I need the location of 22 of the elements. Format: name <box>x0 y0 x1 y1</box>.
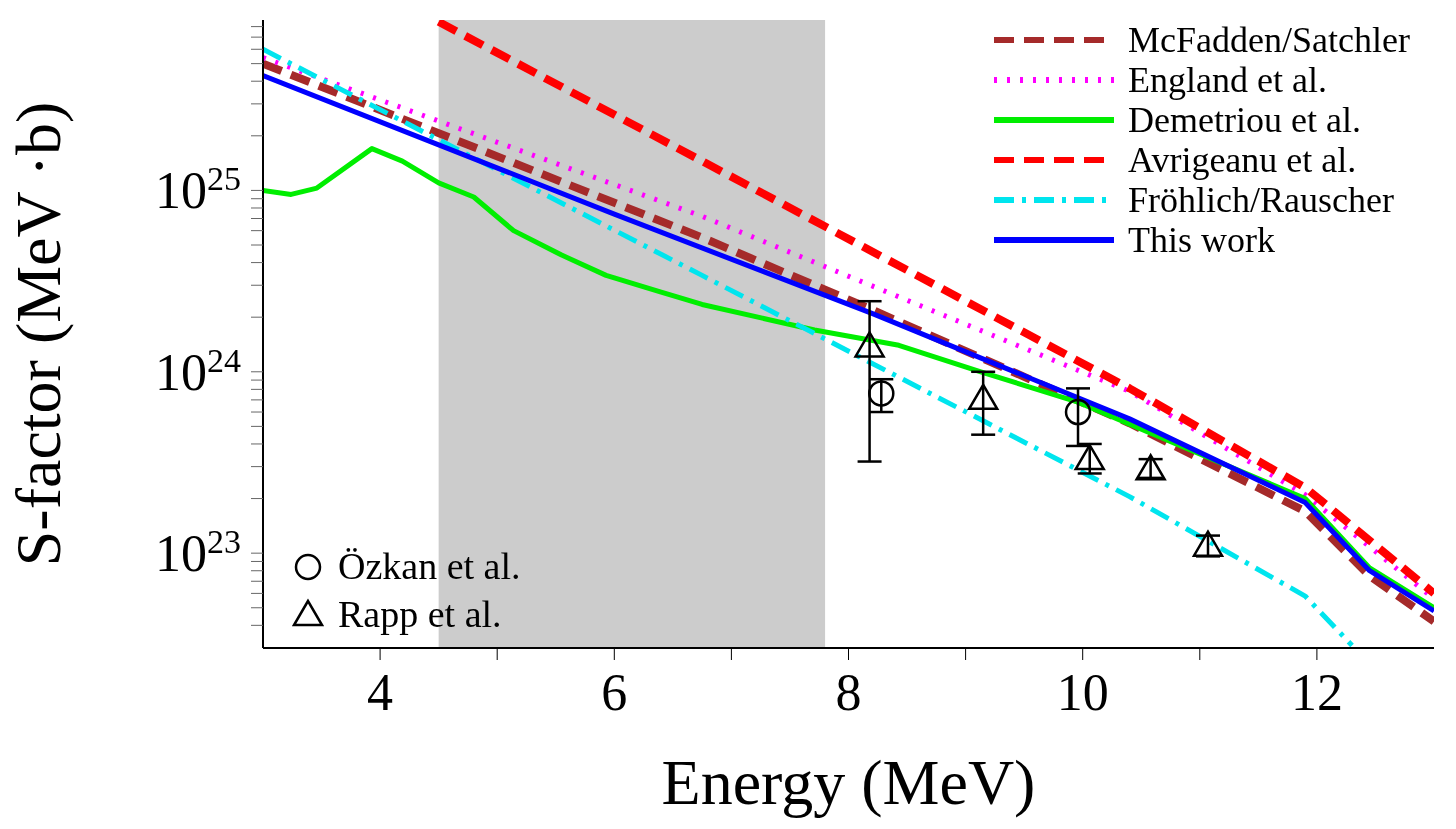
legend-label: This work <box>1128 219 1276 261</box>
point <box>1064 398 1092 426</box>
legend-label: Özkan et al. <box>338 544 521 588</box>
x-tick-label: 8 <box>835 664 862 721</box>
y-axis-title: S-factor (MeV ·b) <box>3 101 74 567</box>
y-tick-label: 10$^{23}$ <box>155 522 241 583</box>
y-tick-label: 10$^{24}$ <box>155 341 241 401</box>
point <box>854 331 885 358</box>
x-tick-label: 12 <box>1290 664 1343 721</box>
x-tick-label: 4 <box>367 664 394 721</box>
point <box>967 383 999 411</box>
legend-label: Avrigeanu et al. <box>1128 139 1357 181</box>
legend-label: McFadden/Satchler <box>1128 19 1410 61</box>
legend-label: Demetriou et al. <box>1128 100 1361 141</box>
legend-label: England et al. <box>1128 59 1328 101</box>
x-tick-label: 6 <box>601 664 628 721</box>
x-tick-label: 10 <box>1056 664 1109 721</box>
y-tick-label: 10$^{25}$ <box>155 159 241 220</box>
point <box>868 380 895 407</box>
legend-label: Rapp et al. <box>338 592 502 636</box>
legend-label: Fröhlich/Rauscher <box>1128 180 1395 221</box>
x-axis-title: Energy (MeV) <box>661 747 1036 818</box>
